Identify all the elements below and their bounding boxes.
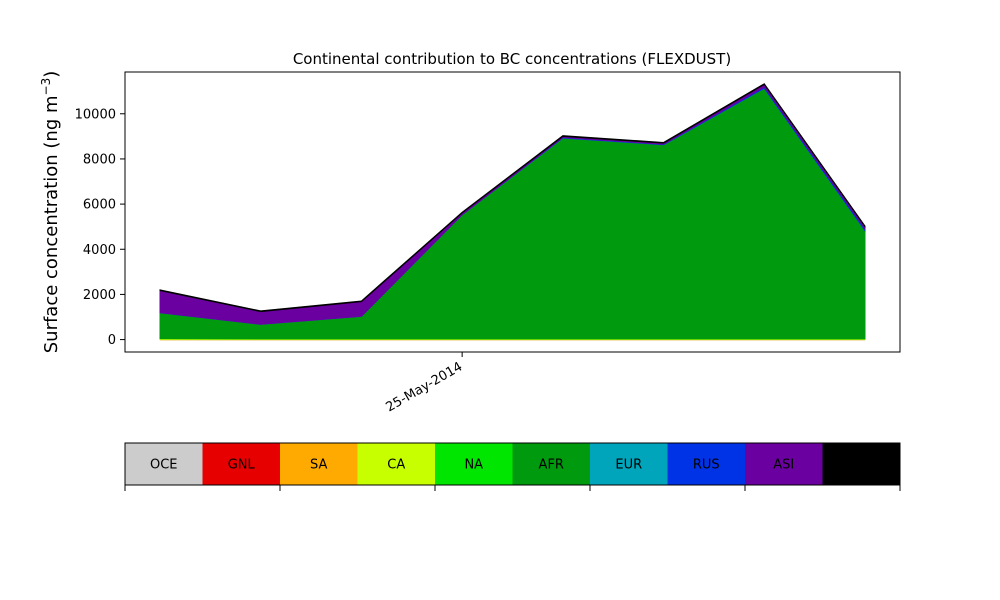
legend-swatch-gnl xyxy=(202,443,281,485)
y-tick-label: 4000 xyxy=(83,243,116,258)
area-aus xyxy=(159,83,866,313)
legend-swatch-na xyxy=(435,443,513,485)
x-axis: 25-May-2014 xyxy=(383,352,465,415)
y-tick-label: 2000 xyxy=(83,288,116,303)
legend-label-oce: OCE xyxy=(150,458,178,473)
legend-label-na: NA xyxy=(464,458,483,473)
legend: OCE GNL SA CA NA AFR EUR RUS ASI AUS xyxy=(124,442,901,491)
legend-swatch-sa xyxy=(280,443,358,485)
y-axis-label-main: Surface concentration (ng m xyxy=(41,95,62,353)
legend-frame xyxy=(124,442,901,486)
plot-areas xyxy=(159,83,866,341)
legend-label-sa: SA xyxy=(310,458,327,473)
legend-label-gnl: GNL xyxy=(228,458,256,473)
y-tick-label: 0 xyxy=(108,333,116,348)
legend-swatch-oce xyxy=(125,443,203,485)
y-axis: 0 2000 4000 6000 8000 10000 xyxy=(75,107,125,348)
y-tick-label: 6000 xyxy=(83,198,116,213)
legend-label-aus: AUS xyxy=(848,458,875,473)
y-axis-label: Surface concentration (ng m−3) xyxy=(39,71,62,354)
legend-swatch-ca xyxy=(357,443,436,485)
legend-label-asi: ASI xyxy=(773,458,794,473)
legend-label-rus: RUS xyxy=(693,458,720,473)
legend-swatch-aus xyxy=(822,443,901,485)
chart-title: Continental contribution to BC concentra… xyxy=(293,50,731,68)
area-afr xyxy=(159,87,866,340)
legend-swatch-asi xyxy=(745,443,823,485)
legend-label-afr: AFR xyxy=(539,458,564,473)
legend-label-eur: EUR xyxy=(615,458,642,473)
y-tick-label: 10000 xyxy=(75,107,116,122)
y-axis-label-sup: −3 xyxy=(39,78,53,96)
legend-label-ca: CA xyxy=(387,458,405,473)
legend-swatch-rus xyxy=(667,443,746,485)
y-tick-label: 8000 xyxy=(83,152,116,167)
legend-swatch-afr xyxy=(512,443,591,485)
y-axis-label-close: ) xyxy=(41,71,62,78)
plot-frame xyxy=(124,71,901,353)
legend-swatch-eur xyxy=(590,443,668,485)
x-tick-label: 25-May-2014 xyxy=(383,359,465,415)
